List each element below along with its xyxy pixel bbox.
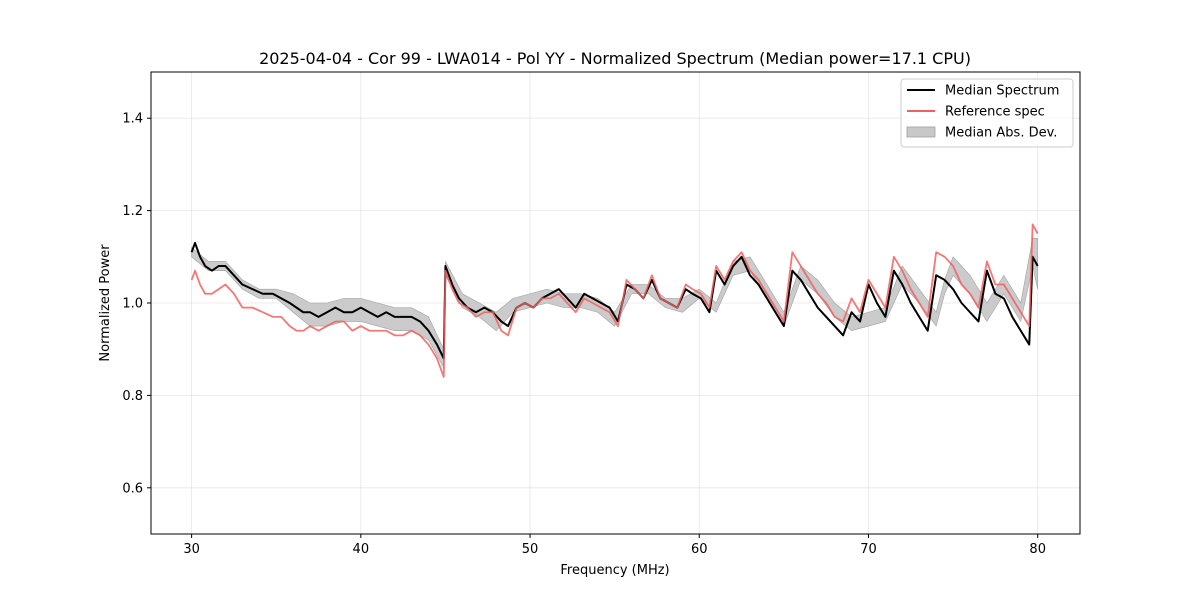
x-tick-label: 80 [1029,542,1046,557]
legend-box [900,78,1074,148]
y-tick-label: 1.2 [122,204,143,219]
x-tick-label: 40 [353,542,370,557]
y-tick-label: 1.4 [122,112,143,127]
reference-spec-line [190,223,1039,378]
x-tick-label: 60 [691,542,708,557]
median-spectrum-line [190,241,1039,360]
legend-label: Median Spectrum [945,84,1059,99]
y-axis-label: Normalized Power [98,244,113,362]
plot-area [190,223,1039,378]
series-layer [190,223,1039,378]
y-tick-label: 0.8 [122,389,143,404]
legend-swatch-patch [906,126,936,138]
legend-label: Median Abs. Dev. [945,126,1057,141]
mad-band-layer [191,238,1038,369]
x-tick-label: 50 [522,542,539,557]
y-axis: 0.6 0.8 1.0 1.2 1.4 [122,112,151,496]
x-tick-label: 30 [183,542,200,557]
y-tick-label: 0.6 [122,481,143,496]
x-tick-label: 70 [860,542,877,557]
x-axis: 30 40 50 60 70 80 [183,534,1046,557]
legend-label: Reference spec [945,105,1045,120]
legend: Median Spectrum Reference spec Median Abs.… [900,78,1074,148]
chart-title: 2025-04-04 - Cor 99 - LWA014 - Pol YY - … [259,49,971,68]
x-axis-label: Frequency (MHz) [560,563,669,578]
y-tick-label: 1.0 [122,297,143,312]
mad-band [191,238,1038,369]
